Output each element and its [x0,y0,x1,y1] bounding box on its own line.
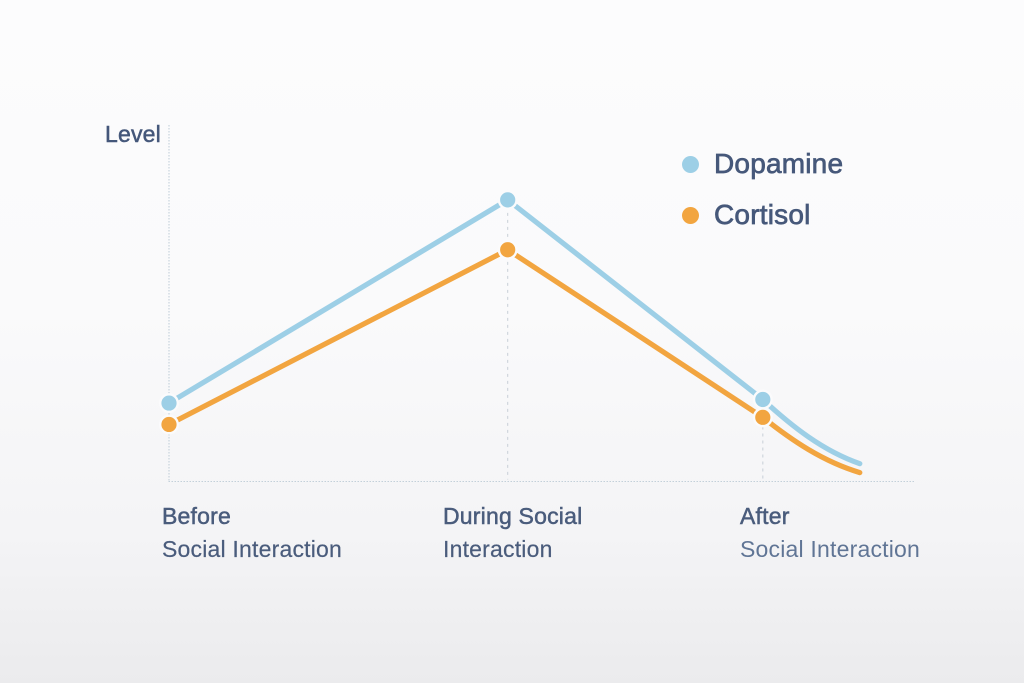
x-label-during: During Social Interaction [443,500,583,566]
cortisol-point-2 [752,407,773,428]
x-label-before-line2: Social Interaction [162,536,343,562]
dopamine-point-1 [497,189,518,210]
x-label-before: Before Social Interaction [162,500,342,566]
cortisol-point-0 [158,414,179,435]
dopamine-swatch-icon [682,155,699,173]
dopamine-point-0 [158,393,179,414]
legend: Dopamine Cortisol [682,146,843,248]
x-label-before-line1: Before [162,503,231,530]
x-label-after: After Social Interaction [740,500,920,566]
legend-item-cortisol: Cortisol [682,197,843,233]
dopamine-point-2 [752,389,773,410]
x-label-after-line2: Social Interaction [740,536,921,562]
y-axis-label: Level [105,121,161,148]
x-label-during-line2: Interaction [443,536,553,562]
legend-item-dopamine: Dopamine [682,146,843,182]
cortisol-point-1 [497,239,518,260]
cortisol-line [166,247,863,476]
x-label-during-line1: During Social [443,503,583,530]
cortisol-swatch-icon [682,206,699,224]
x-label-after-line1: After [740,503,790,530]
legend-label-cortisol: Cortisol [714,199,811,231]
legend-label-dopamine: Dopamine [714,148,844,180]
